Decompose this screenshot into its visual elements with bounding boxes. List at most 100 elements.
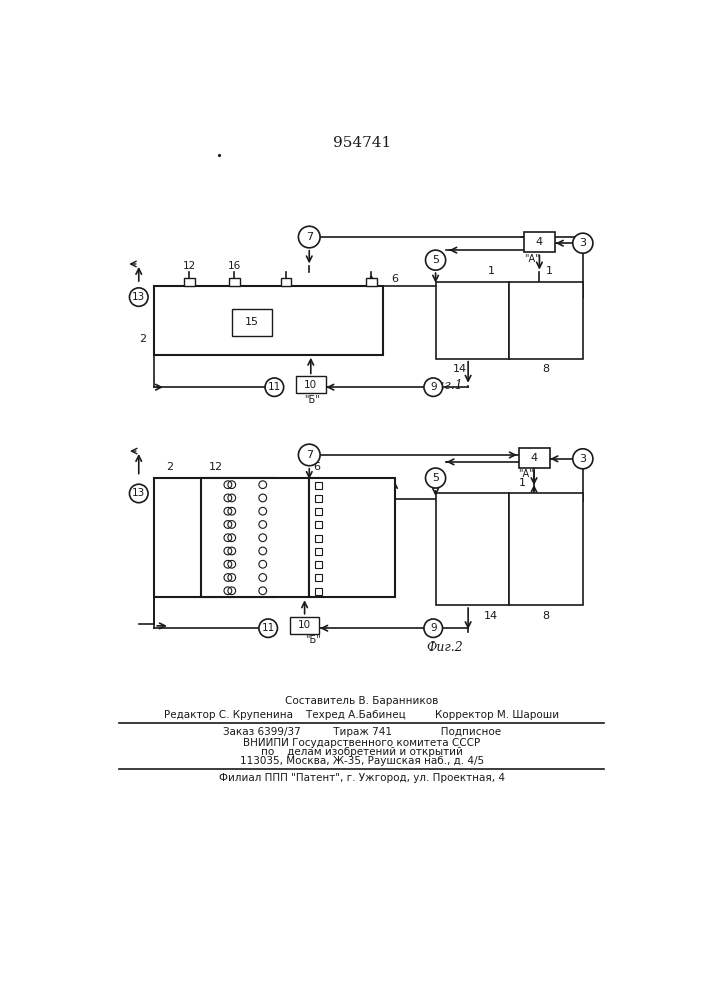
- Text: Составитель В. Баранников: Составитель В. Баранников: [285, 696, 438, 706]
- Text: ВНИИПИ Государственного комитета СССР: ВНИИПИ Государственного комитета СССР: [243, 738, 481, 748]
- Bar: [366, 278, 377, 286]
- Bar: [548, 517, 554, 522]
- Text: 9: 9: [430, 382, 436, 392]
- Text: 1: 1: [488, 266, 495, 276]
- Text: "А": "А": [518, 469, 534, 479]
- Text: 6: 6: [391, 274, 398, 284]
- Text: 9: 9: [430, 623, 436, 633]
- Bar: [518, 448, 549, 468]
- Bar: [474, 566, 481, 571]
- Bar: [522, 541, 529, 547]
- Bar: [315, 535, 322, 542]
- Bar: [449, 590, 455, 596]
- Circle shape: [573, 233, 593, 253]
- Text: 13: 13: [132, 488, 146, 498]
- Circle shape: [259, 619, 277, 637]
- Text: 4: 4: [530, 453, 537, 463]
- Text: 11: 11: [262, 623, 275, 633]
- Bar: [290, 617, 320, 634]
- Text: "Б": "Б": [305, 635, 321, 645]
- Text: Фиг.1: Фиг.1: [426, 379, 463, 392]
- Text: 6: 6: [313, 462, 320, 472]
- Bar: [449, 566, 455, 571]
- Text: 4: 4: [536, 237, 543, 247]
- Circle shape: [129, 288, 148, 306]
- Text: 8: 8: [542, 364, 549, 374]
- Circle shape: [129, 484, 148, 503]
- Circle shape: [573, 449, 593, 469]
- Bar: [315, 574, 322, 581]
- Bar: [522, 517, 529, 522]
- Text: 12: 12: [209, 462, 223, 472]
- Text: 11: 11: [268, 382, 281, 392]
- Text: 5: 5: [432, 473, 439, 483]
- Text: Редактор С. Крупенина    Техред А.Бабинец         Корректор М. Шароши: Редактор С. Крупенина Техред А.Бабинец К…: [165, 710, 559, 720]
- Bar: [315, 548, 322, 555]
- Bar: [315, 561, 322, 568]
- Text: 5: 5: [432, 255, 439, 265]
- Bar: [548, 313, 554, 319]
- Bar: [548, 347, 554, 353]
- Bar: [228, 278, 240, 286]
- Text: 1: 1: [546, 266, 553, 276]
- Bar: [548, 296, 554, 302]
- Circle shape: [426, 468, 445, 488]
- Bar: [232, 309, 272, 336]
- Circle shape: [265, 378, 284, 396]
- Circle shape: [298, 226, 320, 248]
- Bar: [436, 282, 509, 359]
- Bar: [474, 590, 481, 596]
- Bar: [201, 478, 309, 597]
- Bar: [474, 330, 481, 336]
- Text: 8: 8: [542, 611, 549, 621]
- Bar: [315, 482, 322, 489]
- Bar: [474, 517, 481, 522]
- Bar: [436, 493, 509, 605]
- Bar: [309, 478, 395, 597]
- Bar: [315, 521, 322, 528]
- Bar: [522, 313, 529, 319]
- Bar: [474, 313, 481, 319]
- Text: по    делам изобретений и открытий: по делам изобретений и открытий: [261, 747, 463, 757]
- Bar: [522, 347, 529, 353]
- Text: "А": "А": [524, 254, 539, 264]
- Bar: [522, 330, 529, 336]
- Bar: [184, 278, 194, 286]
- Bar: [548, 590, 554, 596]
- Bar: [474, 296, 481, 302]
- Bar: [509, 282, 583, 359]
- Bar: [296, 376, 325, 393]
- Bar: [449, 347, 455, 353]
- Bar: [449, 517, 455, 522]
- Text: 14: 14: [484, 611, 498, 621]
- Bar: [281, 278, 291, 286]
- Bar: [522, 566, 529, 571]
- Bar: [548, 330, 554, 336]
- Text: 10: 10: [298, 620, 311, 630]
- Text: 2: 2: [139, 334, 146, 344]
- Text: 12: 12: [182, 261, 196, 271]
- Text: Фиг.2: Фиг.2: [426, 641, 463, 654]
- Text: 16: 16: [228, 261, 240, 271]
- Text: 113035, Москва, Ж-35, Раушская наб., д. 4/5: 113035, Москва, Ж-35, Раушская наб., д. …: [240, 756, 484, 766]
- Bar: [474, 347, 481, 353]
- Bar: [474, 541, 481, 547]
- Bar: [315, 588, 322, 595]
- Bar: [315, 508, 322, 515]
- Text: 2: 2: [166, 462, 173, 472]
- Bar: [449, 541, 455, 547]
- Text: 7: 7: [305, 450, 312, 460]
- Bar: [548, 566, 554, 571]
- Text: 7: 7: [305, 232, 312, 242]
- Circle shape: [426, 250, 445, 270]
- Text: "Б": "Б": [304, 395, 320, 405]
- Bar: [522, 296, 529, 302]
- Text: 954741: 954741: [333, 136, 391, 150]
- Bar: [449, 313, 455, 319]
- Circle shape: [298, 444, 320, 466]
- Text: 10: 10: [304, 380, 317, 390]
- Text: 1: 1: [519, 478, 526, 488]
- Text: 3: 3: [579, 454, 586, 464]
- Text: Заказ 6399/37          Тираж 741               Подписное: Заказ 6399/37 Тираж 741 Подписное: [223, 727, 501, 737]
- Text: 14: 14: [453, 364, 467, 374]
